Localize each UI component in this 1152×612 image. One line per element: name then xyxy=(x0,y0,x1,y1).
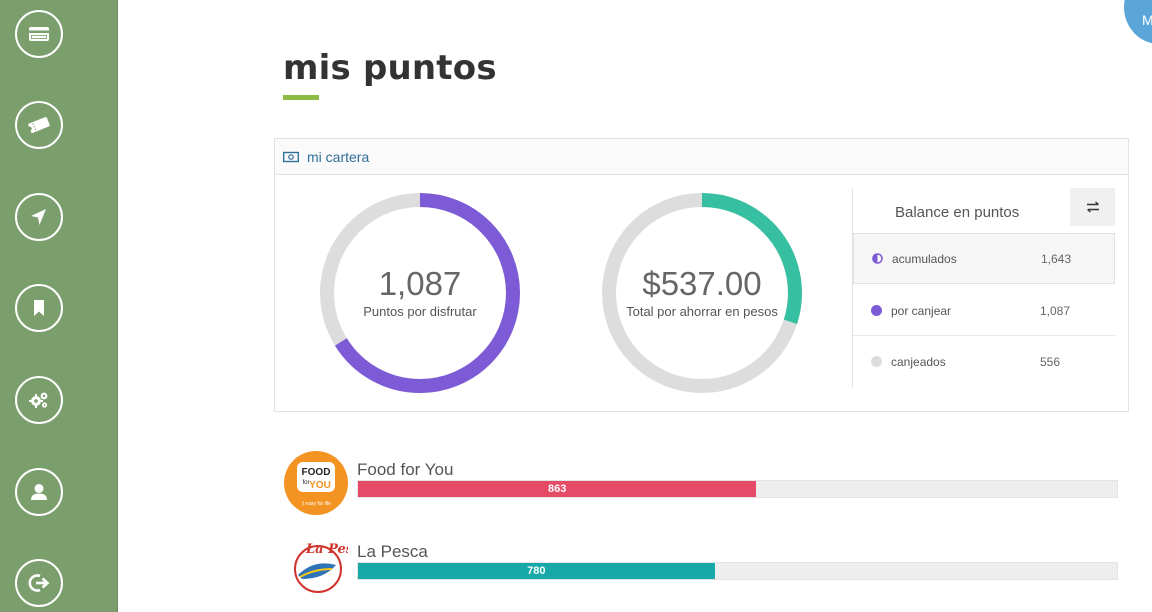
sidebar-item-cards[interactable] xyxy=(15,10,63,58)
svg-text:YOU: YOU xyxy=(309,480,331,491)
dot-icon xyxy=(871,356,882,367)
balance-table: Balance en puntos acumulados 1,643 por c… xyxy=(852,188,1115,388)
logout-icon xyxy=(28,574,50,592)
location-arrow-icon xyxy=(31,209,46,225)
savings-label: Total por ahorrar en pesos xyxy=(626,304,778,319)
wallet-panel-header: mi cartera xyxy=(275,139,1128,175)
points-label: Puntos por disfrutar xyxy=(363,304,477,319)
balance-row-value: 556 xyxy=(1040,354,1061,369)
svg-text:La Pesca: La Pesca xyxy=(305,542,348,557)
wallet-panel-title: mi cartera xyxy=(307,148,370,165)
sidebar-item-bookmarks[interactable] xyxy=(15,284,63,332)
balance-row-label: acumulados xyxy=(892,251,957,266)
sidebar xyxy=(0,0,118,612)
gears-icon xyxy=(29,392,48,408)
restaurant-points-fill: 863 xyxy=(358,481,757,497)
balance-title: Balance en puntos xyxy=(895,204,1020,221)
dot-icon xyxy=(871,305,882,316)
swap-arrows-icon xyxy=(1086,201,1099,213)
savings-donut-arc xyxy=(602,193,802,393)
sidebar-item-profile[interactable] xyxy=(15,468,63,516)
restaurant-points-bar: 863 xyxy=(357,480,1118,498)
ticket-icon xyxy=(28,117,50,133)
user-avatar[interactable]: M xyxy=(1124,0,1152,44)
page-title: mis puntos xyxy=(283,48,497,88)
sidebar-item-coupons[interactable] xyxy=(15,101,63,149)
savings-donut: $537.00 Total por ahorrar en pesos xyxy=(599,190,805,396)
user-icon xyxy=(31,484,47,500)
balance-row-acumulados[interactable]: acumulados 1,643 xyxy=(853,233,1115,284)
points-value: 1,087 xyxy=(378,265,462,302)
svg-text:FOOD: FOOD xyxy=(302,467,331,478)
divider xyxy=(853,335,1115,336)
restaurant-points-bar: 780 xyxy=(357,562,1118,580)
restaurant-points-value: 863 xyxy=(548,483,567,495)
balance-row-label: por canjear xyxy=(891,303,952,318)
restaurant-points-fill: 780 xyxy=(358,563,715,579)
balance-row-label: canjeados xyxy=(891,354,946,369)
points-donut: 1,087 Puntos por disfrutar xyxy=(317,190,523,396)
restaurant-name[interactable]: Food for You xyxy=(357,460,454,479)
credit-card-icon xyxy=(29,27,49,41)
svg-text:for: for xyxy=(302,480,309,486)
avatar-initial: M xyxy=(1142,12,1152,28)
svg-text::) easy for life: :) easy for life xyxy=(301,501,331,507)
money-icon xyxy=(283,151,299,162)
sidebar-item-settings[interactable] xyxy=(15,376,63,424)
restaurant-points-value: 780 xyxy=(527,565,546,577)
sidebar-item-logout[interactable] xyxy=(15,559,63,607)
balance-row-por-canjear[interactable]: por canjear 1,087 xyxy=(853,285,1115,336)
points-donut-arc xyxy=(320,193,520,393)
restaurant-name[interactable]: La Pesca xyxy=(357,542,428,561)
swap-button[interactable] xyxy=(1070,188,1115,226)
la-pesca-logo[interactable]: La Pesca xyxy=(284,535,369,599)
savings-value: $537.00 xyxy=(642,265,762,302)
half-circle-icon xyxy=(872,253,883,264)
title-underline xyxy=(283,95,319,100)
food-for-you-logo[interactable]: FOOD for YOU :) easy for life xyxy=(284,451,348,515)
balance-row-value: 1,087 xyxy=(1040,303,1071,318)
sidebar-item-location[interactable] xyxy=(15,193,63,241)
balance-row-value: 1,643 xyxy=(1041,251,1072,266)
balance-row-canjeados[interactable]: canjeados 556 xyxy=(853,336,1115,387)
bookmark-icon xyxy=(34,300,44,316)
